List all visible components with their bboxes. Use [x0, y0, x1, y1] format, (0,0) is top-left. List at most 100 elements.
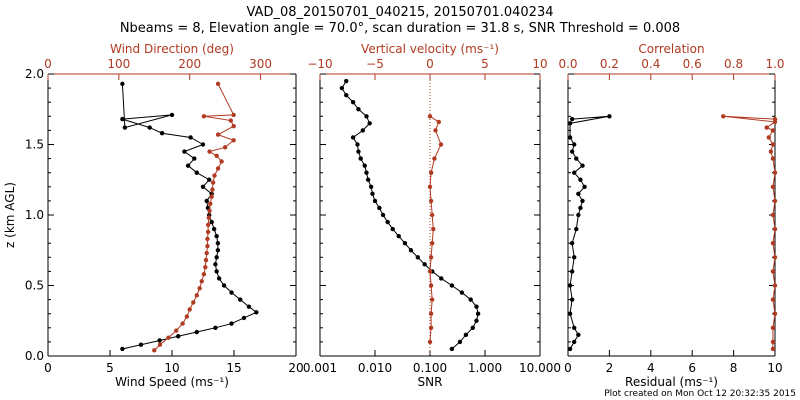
- data-point: [572, 339, 577, 345]
- figure-subtitle: Nbeams = 8, Elevation angle = 70.0°, sca…: [120, 21, 680, 36]
- data-point: [474, 318, 479, 323]
- top-x-axis-label: Correlation: [638, 42, 704, 56]
- data-point: [770, 325, 776, 330]
- top-x-tick-label: 0: [44, 57, 52, 71]
- data-point: [372, 198, 378, 204]
- data-point: [567, 135, 573, 140]
- data-point: [574, 226, 579, 232]
- data-point: [221, 283, 227, 288]
- data-point: [194, 293, 199, 298]
- data-point: [207, 177, 212, 182]
- data-point: [191, 300, 196, 305]
- data-point: [770, 142, 776, 147]
- y-tick-label: 1.5: [25, 138, 44, 152]
- data-point: [339, 85, 345, 91]
- x-tick-label: 20: [288, 361, 303, 375]
- data-point: [578, 177, 583, 182]
- series-line: [153, 83, 235, 351]
- data-point: [580, 163, 585, 168]
- data-point: [770, 339, 776, 345]
- data-point: [572, 255, 577, 260]
- y-tick-label: 1.0: [25, 208, 44, 222]
- data-point: [219, 159, 224, 164]
- data-point: [436, 119, 441, 125]
- data-point: [770, 297, 776, 302]
- series-line: [723, 115, 777, 349]
- series-line: [121, 83, 258, 350]
- x-tick-label: 10.000: [519, 361, 561, 375]
- data-point: [356, 107, 361, 112]
- data-point: [222, 145, 228, 150]
- x-tick-label: 0: [564, 361, 572, 375]
- x-tick-label: 0.001: [303, 361, 337, 375]
- data-point: [770, 156, 776, 161]
- data-point: [766, 135, 771, 140]
- top-x-tick-label: 0.0: [558, 57, 577, 71]
- data-point: [231, 112, 236, 118]
- top-x-tick-label: −10: [307, 57, 332, 71]
- data-point: [385, 219, 390, 225]
- top-x-tick-label: 5: [481, 57, 489, 71]
- data-point: [572, 325, 577, 330]
- data-point: [215, 248, 221, 253]
- x-axis-label: SNR: [418, 375, 443, 389]
- top-x-axis-label: Vertical velocity (ms⁻¹): [361, 42, 499, 56]
- wind-panel: 0.0 0.5 1.0 1.5 2.0 z (km AGL) 0 5 10 15 20 Wind Sp…: [3, 42, 304, 389]
- data-point: [764, 125, 769, 130]
- data-point: [475, 311, 481, 316]
- data-point: [169, 112, 175, 118]
- data-point: [569, 149, 575, 154]
- data-point: [209, 219, 214, 225]
- x-tick-label: 1.000: [468, 361, 502, 375]
- data-point: [360, 128, 365, 133]
- top-x-tick-label: 0.8: [724, 57, 743, 71]
- data-point: [377, 205, 382, 211]
- data-point: [122, 125, 128, 130]
- data-point: [213, 262, 218, 267]
- data-point: [408, 248, 414, 253]
- data-point: [428, 283, 434, 288]
- data-point: [205, 229, 211, 235]
- data-point: [574, 156, 579, 161]
- data-point: [569, 269, 575, 274]
- data-point: [468, 297, 473, 302]
- data-point: [362, 163, 367, 168]
- figure-title: VAD_08_20150701_040215, 20150701.040234: [247, 5, 554, 20]
- data-point: [201, 114, 207, 119]
- data-point: [474, 304, 479, 309]
- y-axis-label: z (km AGL): [3, 182, 17, 248]
- data-point: [439, 276, 444, 281]
- top-x-tick-label: −5: [366, 57, 384, 71]
- data-point: [428, 170, 434, 175]
- data-point: [365, 177, 371, 182]
- data-point: [580, 198, 585, 204]
- data-point: [215, 241, 221, 246]
- series-line: [341, 80, 479, 350]
- data-point: [120, 116, 125, 122]
- top-x-tick-label: 100: [107, 57, 130, 71]
- data-point: [572, 170, 577, 175]
- x-tick-label: 6: [688, 361, 696, 375]
- data-point: [197, 286, 202, 291]
- data-point: [459, 290, 465, 295]
- data-point: [205, 222, 211, 228]
- data-point: [188, 135, 193, 140]
- data-point: [772, 170, 778, 175]
- data-point: [402, 241, 408, 246]
- data-point: [204, 250, 209, 256]
- data-point: [438, 142, 444, 147]
- data-point: [211, 226, 217, 232]
- data-point: [200, 184, 206, 189]
- data-point: [370, 191, 375, 197]
- data-point: [350, 135, 356, 140]
- data-point: [180, 321, 185, 326]
- data-point: [229, 290, 234, 295]
- data-point: [241, 315, 247, 321]
- data-point: [238, 297, 243, 302]
- data-point: [770, 184, 776, 189]
- data-point: [213, 325, 218, 330]
- top-x-tick-label: 1.0: [765, 57, 784, 71]
- data-point: [204, 198, 209, 204]
- top-x-tick-label: 0.6: [683, 57, 702, 71]
- data-point: [200, 142, 206, 147]
